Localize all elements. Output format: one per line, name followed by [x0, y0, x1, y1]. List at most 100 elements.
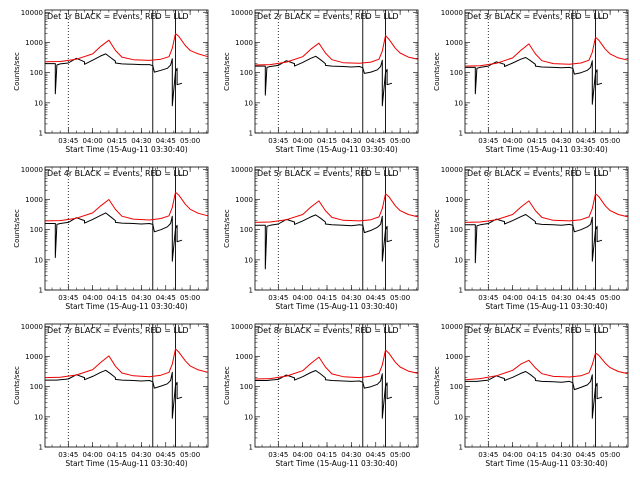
attenuator-bracket-icon: [388, 11, 394, 19]
series-line-lld: [44, 33, 209, 63]
x-axis-label: Start Time (15-Aug-11 03:30:40): [275, 145, 397, 154]
series-line-lld: [44, 191, 209, 222]
plot-title: Det 5r BLACK = Events, RED = LLD: [257, 169, 399, 178]
x-tick-label: 04:45: [576, 137, 596, 145]
series-line-events: [45, 369, 183, 419]
x-tick-label: 04:45: [366, 137, 386, 145]
x-tick-label: 03:45: [58, 294, 78, 302]
y-tick-label: 100: [30, 383, 43, 391]
plot-panel-9: Det 9r BLACK = Events, RED = LLD 1 10 100 10…: [433, 323, 629, 468]
x-tick-label: 03:45: [478, 294, 498, 302]
y-tick-label: 100: [30, 226, 43, 234]
plot-frame: [254, 323, 419, 448]
plot-panel-7: Det 7r BLACK = Events, RED = LLD 1 10 100 10…: [13, 323, 209, 468]
x-tick-label: 03:45: [268, 451, 288, 459]
y-tick-label: 10: [244, 256, 253, 264]
y-tick-label: 1000: [235, 39, 253, 47]
y-tick-label: 10000: [441, 166, 463, 174]
x-tick-label: 04:30: [341, 294, 361, 302]
y-tick-label: 1000: [25, 353, 43, 361]
y-tick-label: 1000: [445, 39, 463, 47]
y-tick-label: 1000: [445, 196, 463, 204]
y-axis-label: Counts/sec: [223, 52, 231, 91]
series-line-events: [45, 53, 183, 107]
attenuator-bracket-icon: [365, 168, 370, 176]
x-tick-label: 04:30: [131, 451, 151, 459]
y-tick-label: 10: [34, 99, 43, 107]
plot-title: Det 8r BLACK = Events, RED = LLD: [257, 326, 399, 335]
plot-panel-2: Det 2r BLACK = Events, RED = LLD 1 10 100 10…: [223, 9, 419, 154]
y-tick-label: 10: [454, 256, 463, 264]
series-line-events: [465, 371, 603, 419]
y-axis-label: Counts/sec: [223, 209, 231, 248]
x-tick-label: 05:00: [180, 294, 200, 302]
series-line-lld: [254, 349, 419, 380]
series-line-lld: [254, 193, 419, 223]
series-line-events: [465, 214, 603, 264]
attenuator-bracket-icon: [178, 11, 184, 19]
attenuator-bracket-icon: [365, 325, 370, 333]
x-tick-label: 04:00: [293, 451, 313, 459]
plot-title: Det 4r BLACK = Events, RED = LLD: [47, 169, 189, 178]
x-tick-label: 03:45: [58, 451, 78, 459]
x-tick-label: 04:15: [107, 451, 127, 459]
attenuator-bracket-icon: [598, 11, 604, 19]
plot-panel-3: Det 3r BLACK = Events, RED = LLD 1 10 100 10…: [433, 9, 629, 154]
x-tick-label: 04:00: [83, 137, 103, 145]
x-tick-label: 04:45: [366, 294, 386, 302]
x-tick-label: 04:45: [576, 294, 596, 302]
x-tick-label: 04:15: [527, 137, 547, 145]
y-tick-label: 10: [244, 413, 253, 421]
plot-frame: [464, 9, 629, 134]
attenuator-bracket-icon: [598, 325, 604, 333]
plot-panel-4: Det 4r BLACK = Events, RED = LLD 1 10 100 10…: [13, 166, 209, 311]
x-tick-label: 05:00: [390, 137, 410, 145]
x-tick-label: 04:00: [503, 451, 523, 459]
x-tick-label: 04:15: [527, 451, 547, 459]
x-tick-label: 05:00: [600, 294, 620, 302]
plot-panel-1: Det 1r BLACK = Events, RED = LLD 1 10 100 10…: [13, 9, 209, 154]
x-tick-label: 04:30: [131, 137, 151, 145]
attenuator-bracket-icon: [388, 325, 394, 333]
y-tick-label: 10: [454, 413, 463, 421]
y-tick-label: 10: [34, 256, 43, 264]
series-line-events: [255, 55, 393, 107]
series-line-lld: [464, 352, 629, 381]
y-tick-label: 1: [39, 130, 43, 138]
y-tick-label: 100: [240, 69, 253, 77]
x-tick-label: 03:45: [58, 137, 78, 145]
attenuator-bracket-icon: [155, 11, 160, 19]
x-tick-label: 04:15: [527, 294, 547, 302]
x-tick-label: 04:15: [317, 137, 337, 145]
y-tick-label: 1: [459, 287, 463, 295]
y-tick-label: 10000: [231, 323, 253, 331]
x-tick-label: 04:00: [83, 451, 103, 459]
x-tick-label: 05:00: [390, 294, 410, 302]
plot-frame: [44, 9, 209, 134]
y-tick-label: 10000: [231, 9, 253, 17]
series-line-lld: [254, 35, 419, 66]
x-tick-label: 04:30: [131, 294, 151, 302]
y-tick-label: 1: [39, 444, 43, 452]
attenuator-bracket-icon: [575, 11, 580, 19]
x-tick-label: 05:00: [600, 451, 620, 459]
plot-panel-5: Det 5r BLACK = Events, RED = LLD 1 10 100 10…: [223, 166, 419, 311]
x-axis-label: Start Time (15-Aug-11 03:30:40): [275, 302, 397, 311]
y-tick-label: 100: [450, 226, 463, 234]
y-tick-label: 10: [454, 99, 463, 107]
x-tick-label: 05:00: [180, 137, 200, 145]
y-tick-label: 1000: [25, 196, 43, 204]
series-line-lld: [464, 193, 629, 223]
y-tick-label: 1: [249, 130, 253, 138]
y-tick-label: 10000: [231, 166, 253, 174]
x-tick-label: 04:30: [551, 137, 571, 145]
y-tick-label: 10000: [441, 9, 463, 17]
y-tick-label: 10000: [21, 323, 43, 331]
attenuator-bracket-icon: [575, 325, 580, 333]
plot-frame: [254, 166, 419, 291]
x-axis-label: Start Time (15-Aug-11 03:30:40): [65, 302, 187, 311]
series-line-lld: [464, 36, 629, 67]
plot-title: Det 2r BLACK = Events, RED = LLD: [257, 12, 399, 21]
y-tick-label: 100: [240, 383, 253, 391]
x-tick-label: 04:45: [366, 451, 386, 459]
